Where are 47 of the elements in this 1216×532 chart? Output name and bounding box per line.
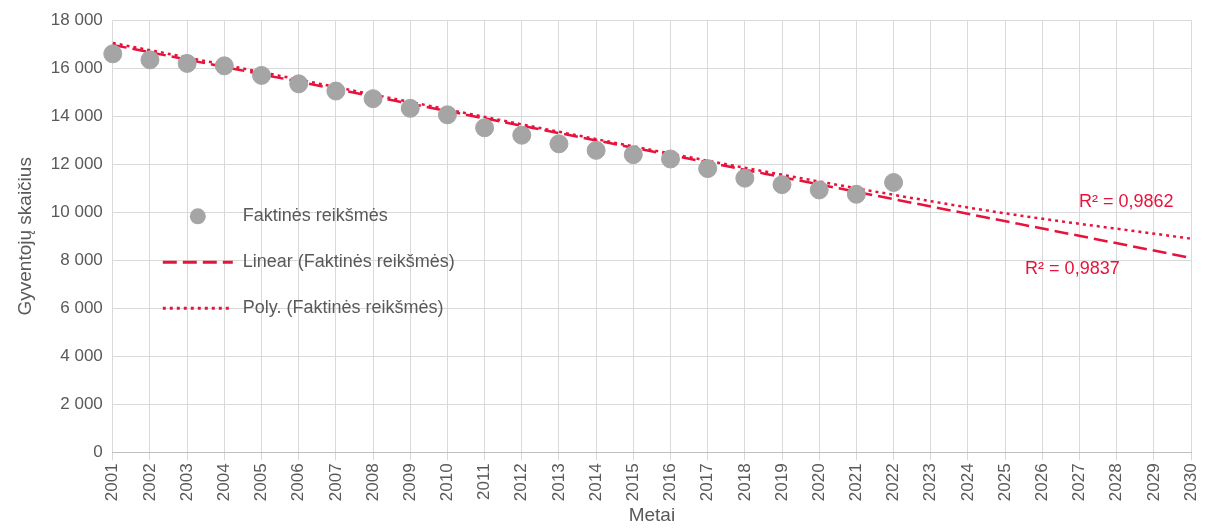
x-tick-label: 2024	[957, 463, 977, 502]
y-tick-label: 18 000	[50, 9, 103, 29]
y-tick-label: 0	[93, 442, 103, 462]
legend-label: Linear (Faktinės reikšmės)	[242, 251, 455, 272]
y-tick-label: 8 000	[60, 249, 103, 269]
y-tick-label: 12 000	[50, 153, 103, 173]
x-tick-label: 2027	[1069, 463, 1089, 502]
x-tick-label: 2007	[325, 463, 345, 502]
x-tick-label: 2001	[102, 463, 122, 502]
x-tick-label: 2009	[399, 463, 419, 502]
x-tick-label: 2010	[437, 463, 457, 502]
legend-label: Faktinės reikšmės	[242, 205, 388, 226]
x-tick-label: 2012	[511, 463, 531, 502]
y-tick-label: 6 000	[60, 298, 103, 318]
y-tick-label: 10 000	[50, 201, 103, 221]
x-tick-label: 2005	[251, 463, 271, 502]
x-tick-label: 2025	[994, 463, 1014, 502]
x-tick-label: 2018	[734, 463, 754, 502]
annotation: R² = 0,9862	[1079, 190, 1174, 211]
x-tick-label: 2019	[771, 463, 791, 502]
x-tick-label: 2002	[139, 463, 159, 502]
x-tick-label: 2026	[1031, 463, 1051, 502]
x-tick-label: 2011	[474, 463, 494, 500]
y-tick-label: 16 000	[50, 57, 103, 77]
x-tick-label: 2008	[362, 463, 382, 502]
x-tick-label: 2013	[548, 463, 568, 502]
x-tick-label: 2016	[660, 463, 680, 502]
legend-label: Poly. (Faktinės reikšmės)	[242, 297, 444, 318]
x-tick-label: 2022	[883, 463, 903, 502]
x-tick-label: 2017	[697, 463, 717, 502]
x-tick-label: 2006	[288, 463, 308, 502]
x-tick-label: 2014	[585, 463, 605, 502]
y-axis-title: Gyventojų skaičius	[13, 157, 35, 316]
annotation: R² = 0,9837	[1025, 257, 1120, 278]
y-tick-label: 4 000	[60, 346, 103, 366]
x-tick-label: 2030	[1180, 463, 1200, 502]
x-tick-label: 2015	[623, 463, 642, 502]
x-tick-label: 2004	[214, 463, 234, 502]
y-tick-label: 14 000	[50, 105, 103, 125]
x-tick-label: 2023	[920, 463, 940, 502]
x-tick-label: 2028	[1106, 463, 1126, 502]
x-tick-label: 2003	[176, 463, 196, 502]
x-tick-label: 2021	[846, 463, 866, 502]
x-tick-label: 2020	[808, 463, 828, 502]
y-tick-label: 2 000	[60, 394, 103, 414]
x-tick-label: 2029	[1143, 463, 1163, 502]
x-axis-title: Metai	[628, 503, 676, 525]
